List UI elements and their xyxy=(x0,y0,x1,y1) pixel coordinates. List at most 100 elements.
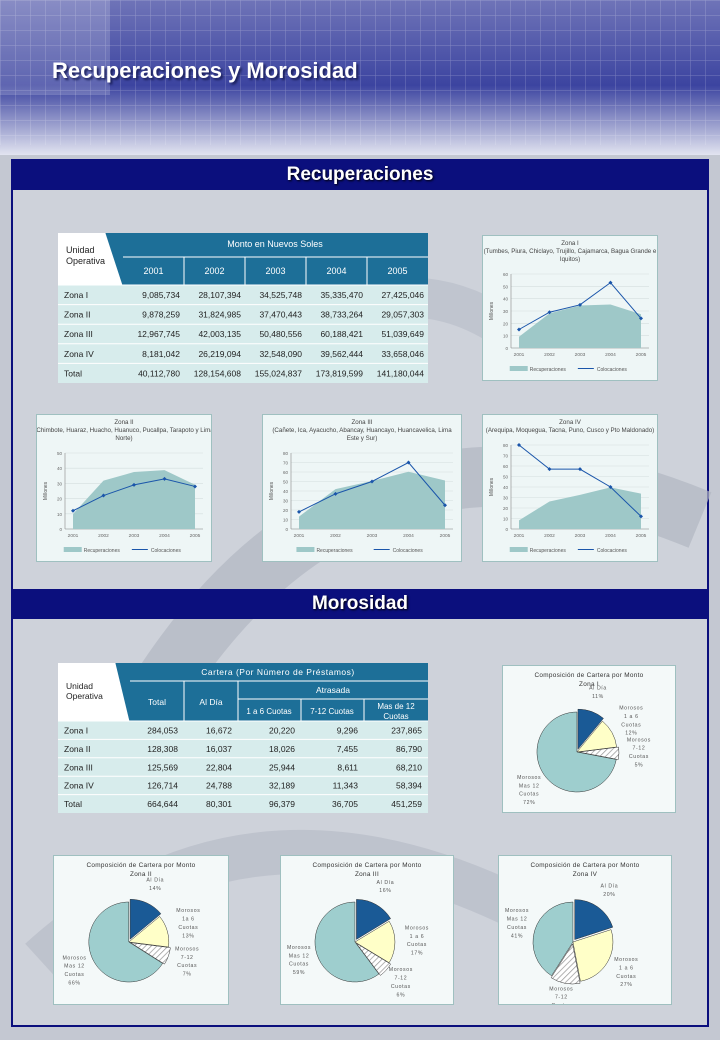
pie-slice-1-6-cuotas xyxy=(128,916,170,948)
x-tick-label: 2003 xyxy=(575,352,586,358)
legend-label: Colocaciones xyxy=(151,548,182,554)
pie-slice-mas-12-cuotas xyxy=(88,901,163,983)
cell-value: 27,425,046 xyxy=(381,290,424,300)
chart-title: Este y Sur) xyxy=(347,435,378,442)
table-corner-diagonal xyxy=(105,233,124,286)
pie-label: Morosos xyxy=(62,955,86,961)
cell-value: 20,220 xyxy=(269,726,295,736)
y-tick-label: 60 xyxy=(503,464,509,469)
cell-value: 9,878,259 xyxy=(142,310,180,320)
chart-zona-iv: Zona IV (Arequipa, Moquegua, Tacna, Puno,… xyxy=(482,414,658,562)
cell-value: 33,658,046 xyxy=(381,349,424,359)
table-group-header: Monto en Nuevos Soles xyxy=(227,239,323,249)
pie-label: Cuotas xyxy=(621,722,641,728)
cell-value: 7,455 xyxy=(337,744,359,754)
line-point xyxy=(578,302,582,307)
pie-zona-iii: Composición de Cartera por Monto Zona III… xyxy=(280,855,454,1005)
line-point xyxy=(639,316,643,321)
cell-value: 86,790 xyxy=(396,744,422,754)
cell-value: 125,569 xyxy=(147,762,178,772)
section-title-morosidad: Morosidad xyxy=(12,589,708,619)
pie-label: 41% xyxy=(511,933,523,939)
line-point xyxy=(101,493,106,498)
pie-label: 1 a 6 xyxy=(624,714,639,720)
cell-value: 50,480,556 xyxy=(259,329,302,339)
series-area-recuperaciones xyxy=(73,470,195,529)
pie-slice-7-12-cuotas xyxy=(130,942,171,965)
pie-label: 1 a 6 xyxy=(410,934,425,940)
cell-value: 9,085,734 xyxy=(142,290,180,300)
y-tick-label: 10 xyxy=(57,512,63,517)
pie-label: 59% xyxy=(293,970,305,976)
y-tick-label: 0 xyxy=(285,527,288,532)
y-tick-label: 40 xyxy=(283,489,289,494)
chart-zona-iii: Zona III (Cañete, Ica, Ayacucho, Abancay,… xyxy=(262,414,462,562)
line-point xyxy=(71,508,75,513)
col-header-atrasada: Atrasada xyxy=(316,685,350,695)
x-tick-label: 2004 xyxy=(403,533,414,539)
chart-title: Zona II xyxy=(114,419,134,426)
y-tick-label: 50 xyxy=(503,475,509,480)
table-corner-diagonal xyxy=(115,663,131,722)
line-point xyxy=(162,476,167,481)
pie-label: Morosos xyxy=(517,775,541,781)
pie-label: Morosos xyxy=(549,986,573,992)
col-header-total: Total xyxy=(148,697,166,707)
cell-value: 16,672 xyxy=(206,726,232,736)
pie-label: 72% xyxy=(523,800,535,806)
table-header-bg xyxy=(58,233,428,285)
cell-value: 26,219,094 xyxy=(198,349,241,359)
cell-value: 32,548,090 xyxy=(259,349,302,359)
x-tick-label: 2001 xyxy=(514,533,525,539)
x-tick-label: 2003 xyxy=(575,533,586,539)
pie-label: Morosos xyxy=(627,737,651,743)
y-tick-label: 60 xyxy=(503,272,509,277)
line-point xyxy=(517,443,521,447)
line-point xyxy=(132,482,136,487)
y-tick-label: 20 xyxy=(57,497,63,502)
chart-title: Zona I xyxy=(561,240,579,247)
y-tick-label: 80 xyxy=(283,451,289,456)
legend-label: Recuperaciones xyxy=(316,548,353,554)
cell-value: 18,026 xyxy=(269,744,295,754)
row-zona: Zona I xyxy=(64,726,88,736)
chart-title: Zona IV xyxy=(559,419,582,426)
cell-value: 237,865 xyxy=(391,726,422,736)
x-tick-label: 2001 xyxy=(294,533,305,539)
series-area-recuperaciones xyxy=(519,487,641,529)
line-point xyxy=(443,503,447,508)
pie-label: 17% xyxy=(411,951,423,957)
cell-value: 11,343 xyxy=(333,781,359,791)
y-tick-label: 30 xyxy=(57,481,63,486)
line-point xyxy=(333,491,338,496)
pie-label: 12% xyxy=(625,731,637,737)
pie-label: Al Día xyxy=(589,685,607,691)
legend-swatch-recuperaciones xyxy=(509,547,528,552)
y-tick-label: 60 xyxy=(283,470,289,475)
pie-label: Cuotas xyxy=(178,925,198,931)
cell-value: 68,210 xyxy=(396,762,422,772)
pie-slice-7-12-cuotas xyxy=(550,943,581,985)
line-point xyxy=(578,467,582,472)
pie-title: Composición de Cartera por Monto xyxy=(534,672,643,679)
chart-title: (Cañete, Ica, Ayacucho, Abancay, Huancay… xyxy=(272,427,452,434)
line-point xyxy=(297,509,301,514)
pie-slice-mas-12-cuotas xyxy=(314,901,380,983)
year-header: 2001 xyxy=(143,266,163,276)
pie-slice-1-6-cuotas xyxy=(354,920,396,964)
corner-label: Unidad xyxy=(66,681,93,691)
pie-label: Morosos xyxy=(505,908,529,914)
cell-value: 34,525,748 xyxy=(259,290,302,300)
pie-label: Cuotas xyxy=(391,984,411,990)
corner-label: Unidad xyxy=(66,245,95,255)
y-axis-label: Millones xyxy=(489,301,495,320)
legend-label: Colocaciones xyxy=(597,548,628,554)
pie-title: Zona IV xyxy=(573,871,598,878)
x-tick-label: 2002 xyxy=(98,533,109,539)
col-header-1-6: 1 a 6 Cuotas xyxy=(246,707,291,716)
legend-swatch-recuperaciones xyxy=(509,366,528,371)
chart-title: Norte) xyxy=(115,435,132,442)
pie-label: Cuotas xyxy=(629,754,649,760)
line-point xyxy=(608,280,613,285)
col-header-aldia: Al Día xyxy=(199,697,222,707)
